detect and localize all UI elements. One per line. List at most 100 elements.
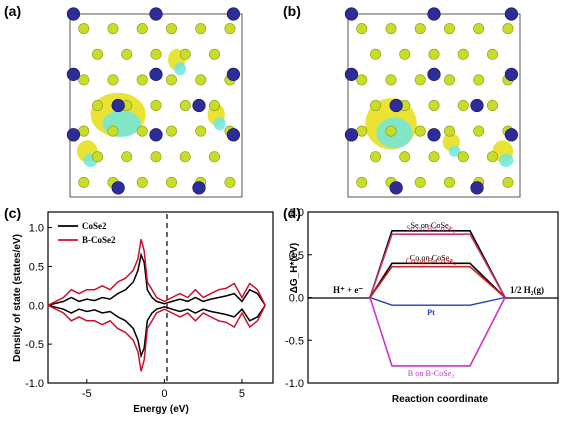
se-atom: [457, 48, 469, 60]
gibbs-y-tick-label: 1.0: [289, 207, 304, 219]
se-atom: [107, 74, 119, 86]
se-atom: [486, 151, 498, 163]
se-atom: [224, 23, 236, 35]
gibbs-level-label-b-b-cose2: B on B-CoSe₂: [408, 369, 455, 378]
gibbs-level-se-b-cose2: [369, 233, 506, 298]
gibbs-level-label-co-cose2: Co on CoSe₂: [410, 253, 453, 262]
se-atom: [92, 100, 104, 112]
gibbs-level-label-se-cose2: Se on CoSe₂: [410, 221, 451, 230]
co-atom: [504, 67, 519, 81]
se-atom: [414, 23, 426, 35]
co-atom: [427, 128, 441, 142]
se-atom: [78, 176, 90, 188]
se-atom: [195, 74, 207, 86]
co-atom: [344, 128, 359, 142]
charge-density-cyan: [174, 62, 187, 76]
co-atom: [192, 98, 206, 113]
se-atom: [136, 23, 148, 35]
se-atom: [414, 74, 426, 86]
dos-y-tick-label: -1.0: [25, 378, 44, 390]
se-atom: [150, 48, 162, 60]
co-atom: [149, 7, 163, 21]
co-atom: [389, 98, 403, 113]
se-atom: [473, 23, 485, 35]
structure-image-b: [344, 7, 521, 198]
co-atom: [427, 7, 441, 21]
co-atom: [149, 67, 163, 81]
se-atom: [473, 125, 485, 137]
gibbs-level-label-pt: Pt: [427, 308, 435, 317]
se-atom: [136, 74, 148, 86]
initial-state-label: H⁺ + e⁻: [333, 285, 363, 295]
co-atom: [149, 128, 163, 142]
dos-x-tick-label: 0: [161, 388, 167, 400]
se-atom: [150, 151, 162, 163]
se-atom: [78, 74, 90, 86]
se-atom: [370, 100, 382, 112]
se-atom: [414, 125, 426, 137]
se-atom: [208, 48, 220, 60]
legend-label-cose2: CoSe2: [82, 221, 107, 231]
se-atom: [443, 176, 455, 188]
gibbs-level-label-se-b-cose2: Se on B-CoSe₂: [406, 224, 455, 233]
se-atom: [107, 125, 119, 137]
se-atom: [165, 176, 177, 188]
dos-y-tick-label: 0.5: [29, 261, 44, 273]
se-atom: [428, 48, 440, 60]
se-atom: [443, 74, 455, 86]
gibbs-y-tick-label: -1.0: [285, 378, 304, 390]
se-atom: [414, 176, 426, 188]
dos-plot-frame: [47, 211, 274, 384]
dos-chart: 1.0 0.5 0.0 -0.5 -1.0 -5 0 5 CoSe2 B-CoSe2 Dens…: [12, 211, 274, 415]
se-atom: [136, 125, 148, 137]
gibbs-y-tick-label: -0.5: [285, 335, 304, 347]
se-atom: [78, 125, 90, 137]
dos-x-tick-label: -5: [82, 388, 92, 400]
se-atom: [443, 23, 455, 35]
se-atom: [370, 48, 382, 60]
se-atom: [136, 176, 148, 188]
se-atom: [486, 100, 498, 112]
panel-label-a: (a): [4, 3, 21, 19]
charge-density-cyan: [448, 145, 461, 157]
charge-density-cyan: [499, 153, 514, 167]
se-atom: [486, 48, 498, 60]
co-atom: [470, 181, 484, 195]
se-atom: [356, 176, 368, 188]
se-atom: [502, 176, 514, 188]
dos-series-cose2-spin-up: [47, 252, 266, 307]
se-atom: [165, 125, 177, 137]
se-atom: [356, 74, 368, 86]
se-atom: [428, 100, 440, 112]
co-atom: [504, 7, 519, 21]
se-atom: [356, 23, 368, 35]
se-atom: [121, 48, 133, 60]
se-atom: [150, 100, 162, 112]
gibbs-level-b-b-cose2: [369, 297, 506, 367]
legend-label-b-cose2: B-CoSe2: [82, 235, 116, 245]
se-atom: [224, 176, 236, 188]
dos-y-tick-label: -0.5: [25, 339, 44, 351]
se-atom: [385, 23, 397, 35]
charge-density-cyan: [213, 117, 226, 131]
gibbs-level-co-b-cose2: [369, 265, 506, 299]
se-atom: [208, 100, 220, 112]
se-atom: [107, 23, 119, 35]
dos-y-tick-label: 0.0: [29, 300, 44, 312]
dos-series-b-cose2-spin-down: [47, 304, 266, 372]
se-atom: [370, 151, 382, 163]
co-atom: [226, 7, 240, 21]
co-atom: [66, 7, 81, 21]
se-atom: [179, 100, 191, 112]
panel-label-c: (c): [4, 205, 21, 221]
co-atom: [344, 67, 359, 81]
dos-series-cose2-spin-down: [47, 304, 266, 359]
co-atom: [344, 7, 359, 21]
co-atom: [66, 67, 81, 81]
se-atom: [179, 151, 191, 163]
panel-label-d: (d): [283, 205, 301, 221]
se-atom: [399, 48, 411, 60]
se-atom: [385, 74, 397, 86]
